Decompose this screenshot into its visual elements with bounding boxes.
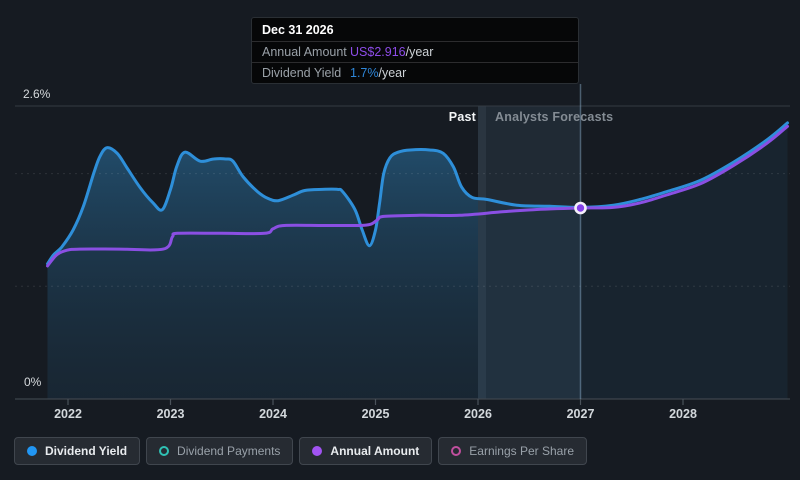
y-axis-min-label: 0%	[24, 375, 42, 389]
legend-item-earnings-per-share[interactable]: Earnings Per Share	[438, 437, 588, 465]
x-axis-label: 2025	[361, 407, 390, 421]
tooltip-value-dividend-yield: 1.7%	[350, 66, 379, 80]
hovered-year-band	[478, 106, 581, 399]
divider-edge	[478, 106, 486, 399]
legend-item-dividend-yield[interactable]: Dividend Yield	[14, 437, 141, 465]
tooltip-label-dividend-yield: Dividend Yield	[262, 66, 342, 80]
x-axis-label: 2026	[464, 407, 492, 421]
x-axis-label: 2024	[259, 407, 287, 421]
tooltip-value-suffix: /year	[378, 66, 407, 80]
tooltip-value-wrap: US$2.916/year	[350, 45, 433, 59]
forecast-zone-label: Analysts Forecasts	[495, 110, 614, 124]
tooltip-value-suffix: /year	[405, 45, 434, 59]
hover-marker	[574, 201, 587, 215]
dividend-payments-marker-icon	[159, 446, 170, 456]
tooltip-value-annual-amount: US$2.916	[350, 45, 406, 59]
annual-amount-marker-icon	[312, 446, 323, 456]
y-axis-max-label: 2.6%	[23, 87, 51, 101]
dividend-yield-marker-icon	[27, 446, 37, 456]
tooltip-row-dividend-yield: Dividend Yield 1.7%/year	[252, 62, 578, 83]
chart-tooltip: Dec 31 2026 Annual Amount US$2.916/year …	[251, 17, 579, 84]
dividend-yield-line	[46, 121, 789, 266]
legend-label: Dividend Payments	[177, 444, 281, 458]
legend-label: Annual Amount	[330, 444, 420, 458]
x-axis-label: 2022	[54, 407, 82, 421]
x-axis-label: 2028	[669, 407, 697, 421]
earnings-per-share-marker-icon	[451, 446, 462, 456]
tooltip-row-annual-amount: Annual Amount US$2.916/year	[252, 41, 578, 62]
legend-label: Dividend Yield	[45, 444, 128, 458]
legend-label: Earnings Per Share	[469, 444, 575, 458]
legend-item-annual-amount[interactable]: Annual Amount	[299, 437, 433, 465]
yield-area-past	[47, 147, 478, 399]
tooltip-label-annual-amount: Annual Amount	[262, 45, 347, 59]
annual-amount-line	[46, 124, 789, 268]
tooltip-value-wrap: 1.7%/year	[350, 66, 406, 80]
tooltip-date: Dec 31 2026	[262, 23, 334, 37]
x-axis-label: 2023	[156, 407, 185, 421]
x-axis-label: 2027	[566, 407, 595, 421]
legend-item-dividend-payments[interactable]: Dividend Payments	[146, 437, 294, 465]
past-zone-label: Past	[448, 110, 476, 124]
chart-legend: Dividend Yield Dividend Payments Annual …	[14, 437, 588, 465]
